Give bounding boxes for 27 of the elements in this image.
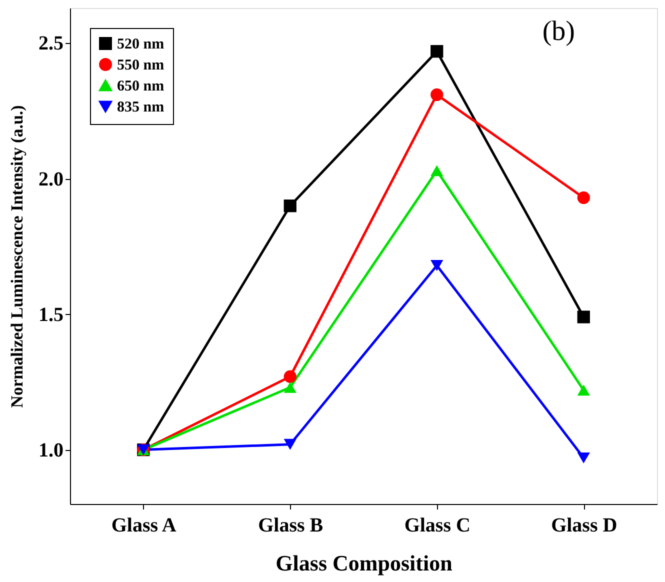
point — [577, 310, 590, 324]
y-tick-label: 1.0 — [38, 439, 64, 462]
y-tick-label: 2.0 — [38, 168, 64, 190]
y-axis-title: Normalized Luminescence Intensity (a.u.) — [8, 105, 26, 408]
y-tick-label: 2.5 — [38, 32, 64, 55]
point — [577, 191, 590, 204]
legend-label: 650 nm — [117, 78, 165, 94]
point — [284, 370, 296, 383]
x-tick-label: Glass D — [551, 514, 618, 536]
point — [284, 438, 296, 450]
legend-label: 835 nm — [117, 100, 165, 116]
x-tick-label: Glass B — [258, 514, 324, 536]
point — [430, 165, 444, 176]
point — [577, 384, 590, 396]
point — [284, 382, 296, 393]
x-tick-label: Glass C — [404, 514, 470, 536]
point — [284, 200, 296, 212]
annotation: (b) — [542, 16, 575, 47]
point — [577, 452, 590, 464]
legend-label: 520 nm — [117, 36, 165, 52]
point — [430, 260, 444, 271]
point — [430, 45, 444, 58]
legend-label: 550 nm — [117, 58, 165, 74]
point — [430, 88, 444, 102]
y-tick-label: 1.5 — [38, 304, 64, 326]
x-tick-label: Glass A — [111, 514, 177, 536]
x-axis-title: Glass Composition — [276, 550, 452, 576]
